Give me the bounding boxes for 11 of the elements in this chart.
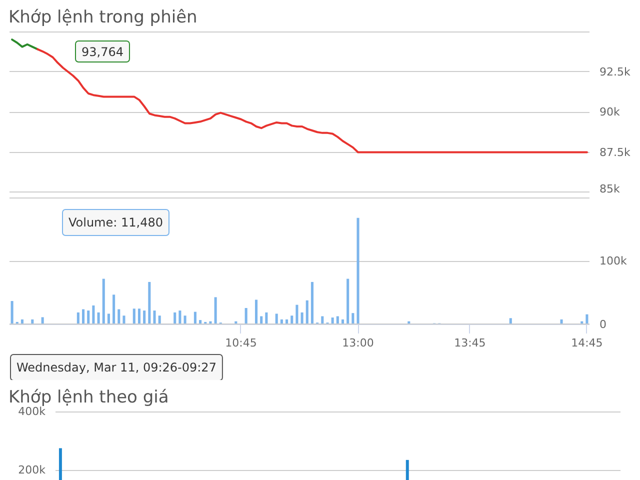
annotation: Volume: 11,480 [68, 216, 163, 230]
y-tick-label: 400k [18, 405, 46, 418]
x-tick-label: 13:45 [454, 336, 486, 350]
y-tick-label: 200k [18, 464, 46, 477]
text: Wednesday, Mar 11, 09:26-09:27 [16, 360, 216, 374]
y-tick-label: 100k [600, 254, 628, 268]
x-tick-label: 14:45 [571, 336, 603, 350]
x-tick-label: 13:00 [342, 336, 374, 350]
x-tick-label: 10:45 [225, 336, 257, 350]
y-tick-label: 0 [600, 318, 606, 331]
chart-title: Khớp lệnh theo giá [8, 388, 169, 408]
